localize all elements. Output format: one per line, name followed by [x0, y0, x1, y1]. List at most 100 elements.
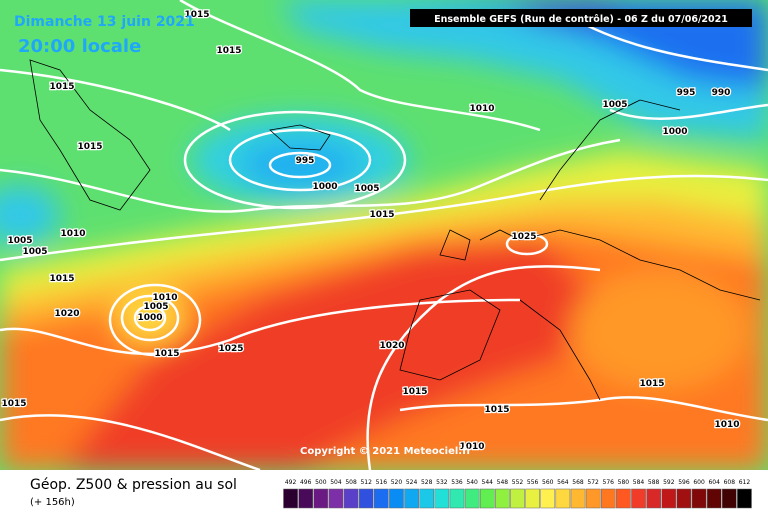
isobar-label: 1015 — [49, 82, 74, 92]
scale-label: 528 — [421, 479, 433, 486]
scale-swatch — [661, 488, 677, 509]
scale-label: 520 — [391, 479, 403, 486]
color-scale: 492 496 500 504 508 512 516 520 524 528 532 536 540 5… — [283, 479, 752, 509]
scale-swatch — [540, 488, 556, 509]
isobar-label: 1015 — [484, 405, 509, 415]
isobar-label: 1025 — [511, 232, 536, 242]
scale-swatch — [631, 488, 646, 509]
copyright: Copyright © 2021 Meteociel.fr — [300, 446, 471, 457]
isobar-label: 1010 — [714, 420, 739, 430]
scale-swatch — [343, 488, 359, 509]
scale-label: 584 — [633, 479, 645, 486]
local-time: 20:00 locale — [18, 36, 141, 57]
scale-swatch — [419, 488, 435, 509]
coastlines — [29, 59, 761, 401]
scale-swatch — [525, 488, 540, 509]
isobar-label: 1005 — [7, 236, 32, 246]
scale-label: 500 — [315, 479, 327, 486]
scale-swatch — [646, 488, 661, 509]
scale-swatch — [495, 488, 510, 509]
isobar-label: 995 — [296, 156, 315, 166]
scale-swatch — [358, 488, 374, 509]
isobar-label: 1010 — [459, 442, 484, 452]
scale-label: 536 — [451, 479, 463, 486]
scale-label: 556 — [527, 479, 539, 486]
scale-label: 588 — [648, 479, 660, 486]
scale-swatch — [676, 488, 692, 509]
model-box — [410, 9, 752, 27]
isobar-label: 1015 — [77, 142, 102, 152]
isobar-label: 1010 — [469, 104, 494, 114]
scale-label: 572 — [587, 479, 599, 486]
date: Dimanche 13 juin 2021 — [14, 14, 195, 30]
scale-label: 580 — [618, 479, 630, 486]
scale-label: 592 — [663, 479, 675, 486]
isobar-label: 1015 — [639, 379, 664, 389]
isobar-label: 995 — [677, 88, 696, 98]
scale-swatch — [434, 488, 450, 509]
scale-label: 608 — [724, 479, 736, 486]
isobar-label: 1000 — [312, 182, 337, 192]
scale-swatch — [374, 488, 389, 509]
isobar-label: 1015 — [184, 10, 209, 20]
scale-label: 568 — [572, 479, 584, 486]
scale-label: 524 — [406, 479, 418, 486]
scale-label: 596 — [678, 479, 690, 486]
lead-time: (+ 156h) — [30, 497, 75, 508]
scale-swatch — [585, 488, 601, 509]
scale-label: 548 — [497, 479, 509, 486]
isobar-label: 1005 — [354, 184, 379, 194]
scale-swatch — [737, 488, 752, 509]
isobar-label: 1000 — [662, 127, 687, 137]
isobar-label: 1000 — [137, 313, 162, 323]
isobar-label: 1020 — [54, 309, 79, 319]
scale-swatch — [570, 488, 586, 509]
scale-label: 508 — [345, 479, 357, 486]
isobar-label: 1015 — [369, 210, 394, 220]
scale-swatch — [691, 488, 707, 509]
isobar-label: 990 — [712, 88, 731, 98]
scale-swatch — [389, 488, 404, 509]
scale-swatch — [600, 488, 616, 509]
scale-swatch — [464, 488, 480, 509]
scale-swatch — [510, 488, 525, 509]
isobar-label: 1015 — [216, 46, 241, 56]
scale-label: 504 — [330, 479, 342, 486]
scale-label: 512 — [360, 479, 372, 486]
scale-swatch — [721, 488, 737, 509]
scale-label: 576 — [603, 479, 615, 486]
scale-swatch — [706, 488, 722, 509]
scale-label: 516 — [376, 479, 388, 486]
scale-swatch — [616, 488, 631, 509]
isobar-label: 1005 — [22, 247, 47, 257]
scale-swatch — [313, 488, 329, 509]
model-info: Ensemble GEFS (Run de contrôle) - 06 Z d… — [434, 14, 728, 25]
scale-swatch — [298, 488, 314, 509]
scale-label: 496 — [300, 479, 312, 486]
isobar-label: 1025 — [218, 344, 243, 354]
scale-label: 560 — [542, 479, 554, 486]
scale-label: 492 — [285, 479, 297, 486]
isobar-label: 1015 — [1, 399, 26, 409]
scale-label: 612 — [739, 479, 751, 486]
isobar-label: 1010 — [60, 229, 85, 239]
scale-label: 564 — [557, 479, 569, 486]
isobar-label: 1010 — [152, 293, 177, 303]
isobar-label: 1005 — [143, 302, 168, 312]
scale-swatch — [449, 488, 465, 509]
isobar-label: 1015 — [402, 387, 427, 397]
footer-title: Géop. Z500 & pression au sol — [30, 477, 237, 493]
scale-label: 600 — [693, 479, 705, 486]
scale-label: 604 — [708, 479, 720, 486]
scale-label: 532 — [436, 479, 448, 486]
scale-swatch — [479, 488, 495, 509]
isobar-label: 1015 — [49, 274, 74, 284]
scale-swatch — [555, 488, 571, 509]
scale-label: 540 — [466, 479, 478, 486]
scale-swatch — [328, 488, 344, 509]
isobar-label: 1020 — [379, 341, 404, 351]
scale-label: 552 — [512, 479, 524, 486]
